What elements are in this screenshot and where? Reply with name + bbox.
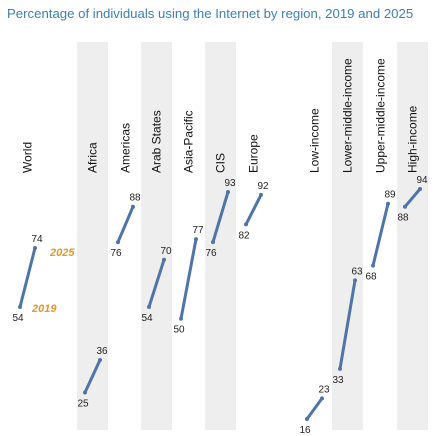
- value-label-2025-europe: 92: [257, 181, 269, 192]
- point-2019-arab-states: [147, 304, 151, 309]
- slope-line-americas: [116, 205, 135, 244]
- category-label-asia-pacific: Asia-Pacific: [182, 110, 196, 173]
- point-2025-world: [33, 245, 37, 250]
- point-2019-world: [18, 304, 22, 309]
- value-label-2019-world: 54: [12, 313, 24, 324]
- category-label-world: World: [21, 142, 35, 173]
- point-2025-arab-states: [162, 257, 166, 262]
- point-2019-africa: [83, 390, 87, 395]
- category-label-africa: Africa: [86, 142, 100, 173]
- year-labels: 2025 2019: [31, 247, 75, 315]
- value-label-2025-americas: 88: [129, 193, 141, 204]
- point-2019-low-income: [305, 417, 309, 421]
- value-label-2025-arab-states: 70: [160, 246, 172, 257]
- category-label-lower-middle-income: Lower-middle-income: [341, 58, 355, 173]
- slope-line-high-income: [403, 187, 422, 209]
- chart-title: Percentage of individuals using the Inte…: [7, 6, 414, 21]
- category-label-cis: CIS: [214, 153, 228, 173]
- value-label-2019-upper-middle-income: 68: [365, 272, 377, 283]
- point-2019-lower-middle-income: [338, 366, 342, 371]
- value-label-2025-asia-pacific: 77: [192, 225, 204, 236]
- slope-line-low-income: [305, 396, 324, 421]
- band-africa: [77, 42, 108, 430]
- point-2025-cis: [226, 189, 230, 194]
- band-lower-middle-income: [332, 42, 363, 430]
- value-label-2019-high-income: 88: [397, 213, 409, 224]
- value-label-2019-cis: 76: [205, 248, 217, 259]
- value-label-2025-africa: 36: [96, 346, 108, 357]
- category-label-arab-states: Arab States: [150, 110, 164, 173]
- band-cis: [205, 42, 236, 430]
- point-2025-africa: [98, 358, 102, 363]
- slope-line-arab-states: [147, 258, 166, 309]
- point-2019-europe: [244, 222, 248, 227]
- point-2019-asia-pacific: [179, 316, 183, 321]
- slope-line-upper-middle-income: [371, 202, 390, 268]
- value-label-2019-europe: 82: [238, 230, 250, 241]
- value-label-2019-americas: 76: [110, 248, 122, 259]
- point-2019-americas: [116, 240, 120, 245]
- value-label-2019-arab-states: 54: [141, 313, 153, 324]
- point-2025-europe: [259, 192, 263, 197]
- point-2025-upper-middle-income: [386, 201, 390, 206]
- value-label-2019-lower-middle-income: 33: [332, 375, 344, 386]
- point-2019-cis: [211, 240, 215, 245]
- slope-lines: [18, 187, 422, 421]
- band-high-income: [397, 42, 428, 430]
- value-label-2019-africa: 25: [77, 398, 89, 409]
- value-label-2025-world: 74: [31, 234, 43, 245]
- year-label-2019: 2019: [31, 303, 57, 315]
- year-label-2025: 2025: [49, 247, 75, 259]
- category-label-low-income: Low-income: [308, 108, 322, 173]
- slope-line-europe: [244, 193, 263, 226]
- point-2025-high-income: [418, 187, 422, 191]
- point-2025-americas: [131, 204, 135, 209]
- category-label-high-income: High-income: [406, 105, 420, 173]
- slope-points: [18, 187, 422, 421]
- slope-line-lower-middle-income: [338, 278, 357, 371]
- point-2025-low-income: [320, 396, 324, 401]
- category-labels: World Africa Americas Arab States Asia-Pacif…: [21, 58, 420, 173]
- value-label-2019-asia-pacific: 50: [173, 325, 185, 336]
- point-2019-high-income: [403, 204, 407, 209]
- point-2025-lower-middle-income: [353, 278, 357, 283]
- point-2019-upper-middle-income: [371, 263, 375, 268]
- slope-line-cis: [211, 190, 230, 244]
- value-label-2025-high-income: 94: [416, 175, 428, 186]
- category-label-americas: Americas: [119, 123, 133, 173]
- value-label-2025-cis: 93: [224, 178, 236, 189]
- value-label-2025-upper-middle-income: 89: [384, 190, 396, 201]
- band-arab-states: [141, 42, 172, 430]
- category-label-europe: Europe: [247, 134, 261, 173]
- slope-line-world: [18, 246, 37, 309]
- point-2025-asia-pacific: [194, 237, 198, 242]
- value-label-2025-lower-middle-income: 63: [351, 266, 363, 277]
- slope-line-africa: [83, 358, 102, 394]
- category-label-upper-middle-income: Upper-middle-income: [374, 58, 388, 173]
- column-bands: [77, 42, 428, 430]
- value-label-2019-low-income: 16: [299, 425, 311, 436]
- value-label-2025-low-income: 23: [318, 384, 330, 395]
- slope-line-asia-pacific: [179, 237, 198, 321]
